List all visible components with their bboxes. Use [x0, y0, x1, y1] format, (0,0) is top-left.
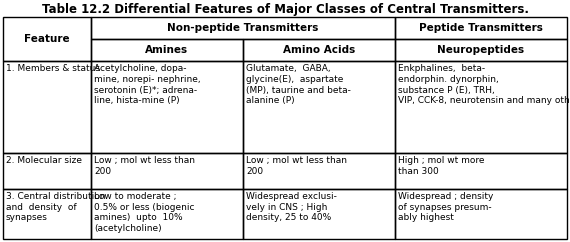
Bar: [243, 189, 395, 239]
Bar: [395, 17, 567, 39]
Text: 3. Central distribution
and  density  of
synapses: 3. Central distribution and density of s…: [6, 192, 105, 222]
Text: Amino Acids: Amino Acids: [283, 45, 355, 55]
Text: Feature: Feature: [24, 34, 70, 44]
Bar: [91, 61, 243, 153]
Bar: [3, 153, 91, 189]
Bar: [243, 153, 395, 189]
Bar: [3, 17, 91, 61]
Text: Glutamate,  GABA,
glycine(E),  aspartate
(MP), taurine and beta-
alanine (P): Glutamate, GABA, glycine(E), aspartate (…: [246, 64, 351, 105]
Bar: [395, 39, 567, 61]
Text: Low to moderate ;
0.5% or less (biogenic
amines)  upto  10%
(acetylcholine): Low to moderate ; 0.5% or less (biogenic…: [94, 192, 194, 233]
Text: Table 12.2 Differential Features of Major Classes of Central Transmitters.: Table 12.2 Differential Features of Majo…: [42, 2, 528, 15]
Bar: [3, 189, 91, 239]
Bar: [3, 61, 91, 153]
Bar: [395, 61, 567, 153]
Text: 1. Members & status: 1. Members & status: [6, 64, 100, 73]
Text: Widespread exclusi-
vely in CNS ; High
density, 25 to 40%: Widespread exclusi- vely in CNS ; High d…: [246, 192, 337, 222]
Text: Amines: Amines: [145, 45, 189, 55]
Text: Non-peptide Transmitters: Non-peptide Transmitters: [168, 23, 319, 33]
Text: Enkphalines,  beta-
endorphin. dynorphin,
substance P (E), TRH,
VIP, CCK-8, neur: Enkphalines, beta- endorphin. dynorphin,…: [398, 64, 570, 105]
Text: Peptide Transmitters: Peptide Transmitters: [419, 23, 543, 33]
Bar: [91, 39, 243, 61]
Bar: [395, 189, 567, 239]
Text: Low ; mol wt less than
200: Low ; mol wt less than 200: [94, 156, 195, 176]
Bar: [91, 17, 395, 39]
Text: Acetylcholine, dopa-
mine, norepi- nephrine,
serotonin (E)*; adrena-
line, hista: Acetylcholine, dopa- mine, norepi- nephr…: [94, 64, 201, 105]
Text: Low ; mol wt less than
200: Low ; mol wt less than 200: [246, 156, 347, 176]
Text: Widespread ; density
of synapses presum-
ably highest: Widespread ; density of synapses presum-…: [398, 192, 494, 222]
Bar: [243, 61, 395, 153]
Bar: [91, 189, 243, 239]
Bar: [243, 39, 395, 61]
Text: Neuropeptides: Neuropeptides: [437, 45, 524, 55]
Text: High ; mol wt more
than 300: High ; mol wt more than 300: [398, 156, 484, 176]
Bar: [395, 153, 567, 189]
Text: 2. Molecular size: 2. Molecular size: [6, 156, 82, 165]
Bar: [91, 153, 243, 189]
